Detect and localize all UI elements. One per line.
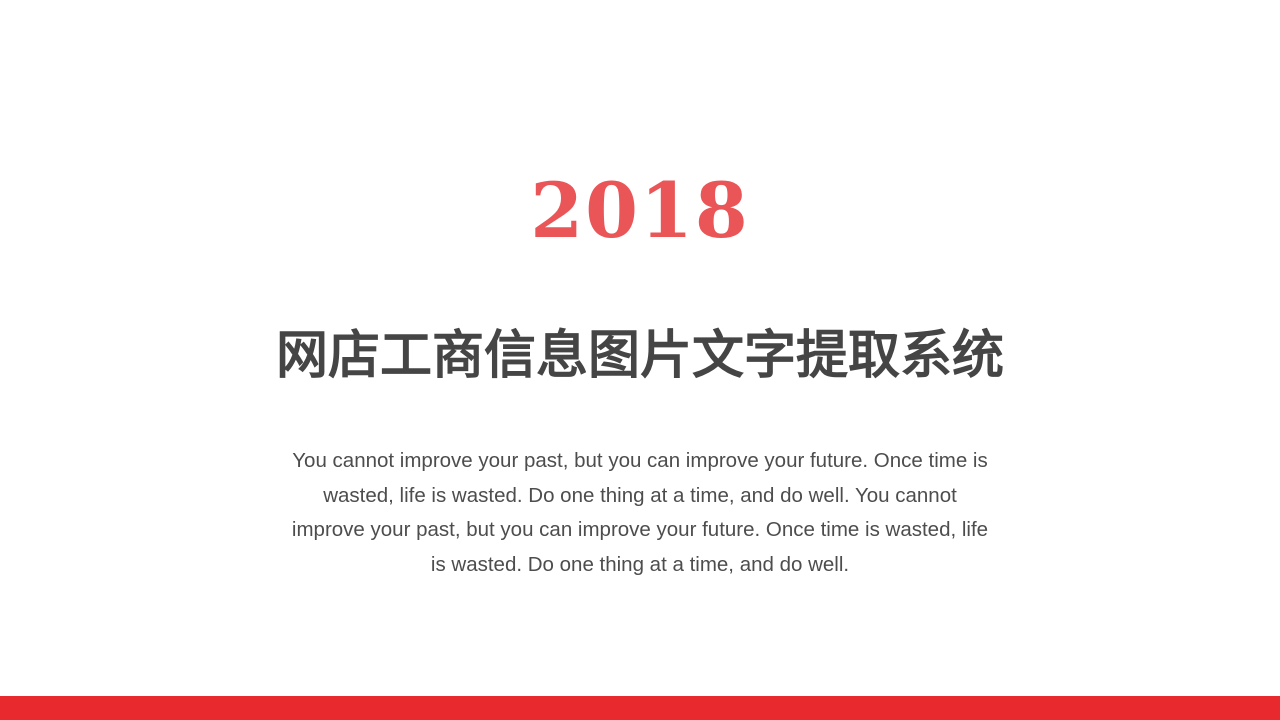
body-paragraph: You cannot improve your past, but you ca… bbox=[291, 449, 989, 577]
page-title: 网店工商信息图片文字提取系统 bbox=[275, 326, 1004, 386]
bottom-accent-bar bbox=[0, 696, 1280, 720]
year-heading: 2018 bbox=[530, 166, 750, 255]
